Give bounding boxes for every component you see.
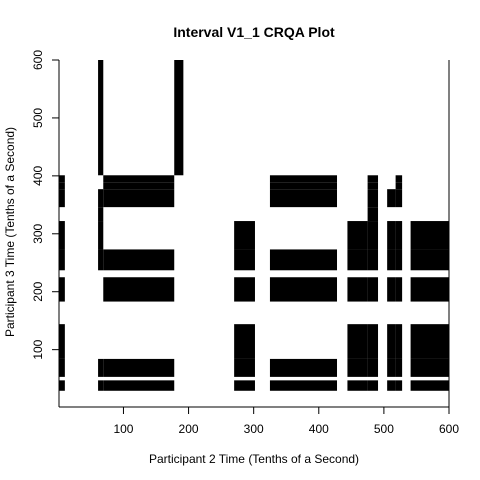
recurrence-cell-44 <box>367 358 379 377</box>
recurrence-cell-11 <box>98 249 104 271</box>
recurrence-cell-40 <box>347 277 368 302</box>
recurrence-cell-8 <box>59 175 65 183</box>
x-tick-label-500: 500 <box>374 422 394 436</box>
recurrence-cell-71 <box>410 324 449 359</box>
recurrence-cell-22 <box>103 175 175 183</box>
recurrence-cell-17 <box>103 358 175 377</box>
recurrence-cell-42 <box>347 221 368 250</box>
recurrence-cell-20 <box>103 189 175 208</box>
recurrence-cell-60 <box>395 380 403 391</box>
recurrence-cell-29 <box>234 221 255 250</box>
recurrence-cell-37 <box>347 380 368 391</box>
recurrence-cell-64 <box>395 249 403 271</box>
recurrence-cell-65 <box>395 221 403 250</box>
recurrence-cell-52 <box>367 175 379 183</box>
y-axis-label: Participant 3 Time (Tenths of a Second) <box>3 127 17 337</box>
recurrence-cell-35 <box>269 182 338 190</box>
recurrence-cell-3 <box>59 277 65 302</box>
recurrence-cell-30 <box>269 380 338 391</box>
y-tick-label-400: 400 <box>31 166 45 186</box>
recurrence-cell-16 <box>103 380 175 391</box>
recurrence-cell-72 <box>410 277 449 302</box>
recurrence-cell-0 <box>59 380 65 391</box>
recurrence-cell-68 <box>395 175 403 183</box>
recurrence-cell-58 <box>387 221 396 250</box>
y-tick-label-100: 100 <box>31 339 45 359</box>
x-axis-label: Participant 2 Time (Tenths of a Second) <box>149 452 359 466</box>
recurrence-cell-4 <box>59 249 65 271</box>
recurrence-cell-67 <box>395 182 403 190</box>
recurrence-cell-31 <box>269 358 338 377</box>
recurrence-cell-32 <box>269 277 338 302</box>
x-tick-label-100: 100 <box>113 422 133 436</box>
recurrence-cell-49 <box>367 207 379 222</box>
x-tick-label-200: 200 <box>179 422 199 436</box>
recurrence-cell-13 <box>98 207 104 222</box>
recurrence-cell-70 <box>410 358 449 377</box>
recurrence-cell-33 <box>269 249 338 271</box>
recurrence-cell-63 <box>395 277 403 302</box>
recurrence-cell-28 <box>234 249 255 271</box>
x-tick-label-600: 600 <box>439 422 459 436</box>
y-tick-label-300: 300 <box>31 223 45 243</box>
recurrence-cell-57 <box>387 249 396 271</box>
recurrence-cell-12 <box>98 221 104 250</box>
recurrence-cell-66 <box>395 189 403 208</box>
recurrence-cell-54 <box>387 358 396 377</box>
recurrence-cell-43 <box>367 380 379 391</box>
recurrence-cell-48 <box>367 221 379 250</box>
recurrence-cell-47 <box>367 249 379 271</box>
recurrence-cell-26 <box>234 324 255 359</box>
y-tick-label-500: 500 <box>31 108 45 128</box>
y-tick-label-200: 200 <box>31 281 45 301</box>
recurrence-cell-73 <box>410 249 449 271</box>
chart-title: Interval V1_1 CRQA Plot <box>173 24 335 40</box>
recurrence-cell-45 <box>367 324 379 359</box>
recurrence-cell-34 <box>269 189 338 208</box>
recurrence-cell-74 <box>410 221 449 250</box>
recurrence-cell-6 <box>59 189 65 208</box>
recurrence-cell-39 <box>347 324 368 359</box>
recurrence-cell-36 <box>269 175 338 183</box>
recurrence-cell-23 <box>174 60 184 176</box>
axes: 100 200 300 400 500 600 100 200 300 400 500 600 <box>31 50 459 436</box>
recurrence-cells <box>59 60 449 391</box>
recurrence-cell-69 <box>410 380 449 391</box>
recurrence-cell-1 <box>59 358 65 377</box>
recurrence-cell-56 <box>387 277 396 302</box>
recurrence-cell-14 <box>98 189 104 208</box>
recurrence-cell-24 <box>234 380 255 391</box>
recurrence-cell-10 <box>98 358 104 377</box>
recurrence-cell-18 <box>103 277 175 302</box>
x-tick-label-300: 300 <box>244 422 264 436</box>
recurrence-cell-41 <box>347 249 368 271</box>
recurrence-cell-61 <box>395 358 403 377</box>
recurrence-cell-38 <box>347 358 368 377</box>
recurrence-cell-27 <box>234 277 255 302</box>
recurrence-cell-15 <box>98 60 104 176</box>
recurrence-cell-19 <box>103 249 175 271</box>
recurrence-cell-55 <box>387 324 396 359</box>
y-tick-label-600: 600 <box>31 50 45 70</box>
recurrence-cell-2 <box>59 324 65 359</box>
recurrence-cell-51 <box>367 182 379 190</box>
recurrence-cell-62 <box>395 324 403 359</box>
recurrence-cell-7 <box>59 182 65 190</box>
recurrence-cell-53 <box>387 380 396 391</box>
recurrence-cell-59 <box>387 189 396 208</box>
recurrence-cell-50 <box>367 189 379 208</box>
recurrence-cell-9 <box>98 380 104 391</box>
recurrence-cell-25 <box>234 358 255 377</box>
x-tick-label-400: 400 <box>309 422 329 436</box>
recurrence-cell-21 <box>103 182 175 190</box>
recurrence-cell-46 <box>367 277 379 302</box>
recurrence-cell-5 <box>59 221 65 250</box>
